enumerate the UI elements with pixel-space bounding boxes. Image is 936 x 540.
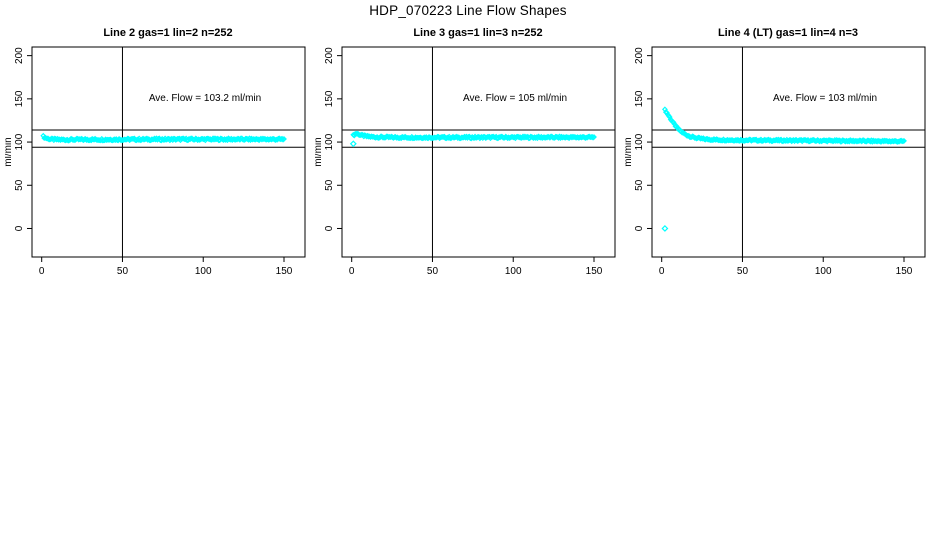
x-tick-label: 100 [505, 266, 522, 277]
plot-box [31, 46, 306, 258]
data-points-layer-line4 [661, 106, 907, 232]
x-tick-label: 50 [427, 266, 439, 277]
y-tick-label: 100 [634, 133, 645, 150]
y-tick-label: 150 [14, 90, 25, 107]
axes-layer-line4: 0 50 100 150 0 50 100 150 200 [634, 46, 926, 277]
y-tick-label: 200 [324, 47, 335, 64]
panel-line4: Line 4 (LT) gas=1 lin=4 n=3 Ave. Flow = … [625, 27, 926, 277]
panel-title-line4: Line 4 (LT) gas=1 lin=4 n=3 [718, 27, 858, 39]
panel-title-line3: Line 3 gas=1 lin=3 n=252 [413, 27, 542, 39]
data-point [591, 134, 597, 140]
x-tick-label: 50 [117, 266, 129, 277]
data-point [439, 133, 446, 140]
panel-title-line2: Line 2 gas=1 lin=2 n=252 [103, 27, 232, 39]
y-axis-label-line2: ml/min [5, 137, 14, 166]
y-tick-label: 150 [634, 90, 645, 107]
y-tick-label: 50 [14, 179, 25, 191]
y-tick-label: 0 [324, 225, 335, 231]
axes-layer-line3: 0 50 100 150 0 50 100 150 200 [324, 46, 616, 277]
data-points-layer-line3 [349, 130, 597, 148]
y-tick-label: 0 [14, 225, 25, 231]
x-tick-label: 100 [815, 266, 832, 277]
panels-row: Line 2 gas=1 lin=2 n=252 Ave. Flow = 103… [5, 20, 935, 285]
data-point [899, 138, 906, 145]
figure-title: HDP_070223 Line Flow Shapes [369, 3, 567, 18]
y-tick-label: 200 [634, 47, 645, 64]
data-point [661, 225, 669, 232]
y-tick-label: 50 [634, 179, 645, 191]
x-tick-label: 0 [659, 266, 665, 277]
ave-flow-annotation-line2: Ave. Flow = 103.2 ml/min [149, 93, 261, 104]
data-point [751, 136, 758, 143]
data-point [796, 137, 803, 144]
axes-layer-line2: 0 50 100 150 0 50 100 150 200 [14, 46, 306, 277]
x-tick-label: 150 [896, 266, 913, 277]
y-tick-label: 150 [324, 90, 335, 107]
x-tick-label: 0 [39, 266, 45, 277]
y-tick-label: 0 [634, 225, 645, 231]
data-point [281, 136, 287, 142]
data-point [129, 135, 136, 142]
data-point [663, 109, 670, 116]
x-tick-label: 150 [276, 266, 293, 277]
x-tick-label: 100 [195, 266, 212, 277]
y-axis-label-line3: ml/min [315, 137, 324, 166]
y-tick-label: 50 [324, 179, 335, 191]
plot-box [341, 46, 616, 258]
plot-box [651, 46, 926, 258]
panel-line3: Line 3 gas=1 lin=3 n=252 Ave. Flow = 105… [315, 27, 616, 277]
data-points-layer-line2 [40, 132, 287, 144]
panel-line2: Line 2 gas=1 lin=2 n=252 Ave. Flow = 103… [5, 27, 306, 277]
y-axis-label-line4: ml/min [625, 137, 634, 166]
data-point [484, 133, 491, 140]
y-tick-label: 200 [14, 47, 25, 64]
data-point [349, 140, 357, 148]
x-tick-label: 150 [586, 266, 603, 277]
data-point [174, 135, 181, 142]
data-point [901, 137, 907, 144]
data-point [666, 114, 673, 121]
ave-flow-annotation-line3: Ave. Flow = 105 ml/min [463, 93, 567, 104]
x-tick-label: 50 [737, 266, 749, 277]
x-tick-label: 0 [349, 266, 355, 277]
y-tick-label: 100 [324, 133, 335, 150]
y-tick-label: 100 [14, 133, 25, 150]
ave-flow-annotation-line4: Ave. Flow = 103 ml/min [773, 93, 877, 104]
